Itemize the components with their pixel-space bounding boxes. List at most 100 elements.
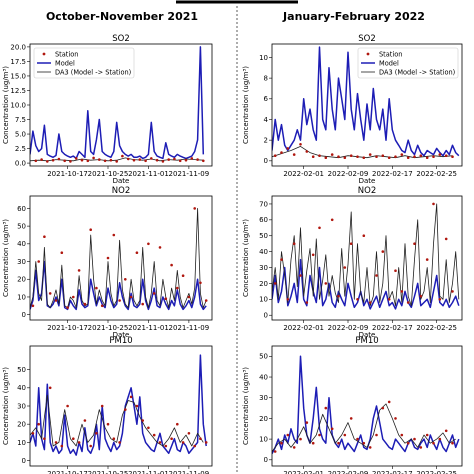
x-axis-label: Date	[113, 177, 130, 185]
y-axis-label: Concentration (ug/m³)	[242, 219, 250, 297]
station-point	[51, 158, 55, 162]
station-point	[135, 404, 139, 408]
y-tick-label: 20	[259, 280, 268, 288]
y-tick-label: 30	[17, 258, 26, 266]
station-point	[356, 298, 359, 301]
y-tick-label: 60	[259, 216, 268, 224]
station-point	[305, 150, 309, 153]
station-point	[126, 157, 130, 161]
station-point	[330, 218, 334, 222]
station-point	[98, 158, 101, 161]
station-point	[394, 417, 397, 420]
x-tick-label: 2021-10-17	[47, 470, 88, 474]
y-tick-label: 50	[259, 353, 268, 361]
station-point	[400, 153, 404, 156]
station-point	[109, 158, 113, 162]
x-tick-label: 2022-02-17	[372, 324, 413, 332]
station-point	[164, 444, 168, 448]
station-point	[95, 432, 98, 435]
panel-frame	[271, 195, 463, 321]
y-tick-label: 50	[259, 232, 268, 240]
station-point	[199, 437, 202, 441]
da3-series-line	[30, 394, 204, 447]
x-tick-label: 2021-10-17	[47, 170, 88, 178]
station-point	[112, 437, 116, 441]
station-point	[106, 422, 110, 426]
station-point	[66, 306, 69, 309]
station-point	[176, 422, 179, 426]
station-point	[330, 427, 334, 431]
y-tick-label: 8	[264, 75, 268, 83]
station-point	[83, 302, 87, 306]
panel-frame	[271, 43, 463, 167]
station-point	[167, 158, 170, 161]
x-tick-label: 2022-02-17	[372, 470, 413, 474]
station-point	[46, 160, 49, 163]
column-title-left: October-November 2021	[46, 10, 198, 23]
panels: SO2 0.0 2.5 5.0 7.5 10.0 12.5 15.0 17.5 20.0 2021-…	[2, 34, 463, 474]
y-tick-label: 30	[17, 402, 26, 410]
panel-title: PM10	[109, 336, 132, 346]
da3-series-line	[272, 403, 456, 452]
station-point	[161, 160, 165, 163]
station-point	[419, 154, 423, 157]
station-point	[129, 395, 133, 399]
y-tick-label: 2.5	[15, 145, 26, 153]
station-point	[419, 446, 423, 449]
station-point	[280, 151, 283, 154]
station-point	[337, 294, 340, 298]
station-point	[40, 158, 43, 161]
station-point	[368, 301, 372, 304]
station-point	[356, 437, 359, 441]
station-point	[135, 251, 139, 254]
y-tick-label: 40	[259, 373, 268, 381]
y-tick-label: 10	[259, 296, 268, 304]
station-point	[311, 253, 315, 257]
station-point	[444, 237, 448, 241]
station-point	[451, 441, 454, 445]
station-point	[451, 155, 454, 158]
station-point	[37, 422, 40, 426]
plot-area	[30, 354, 208, 456]
panel-title: PM10	[355, 336, 378, 346]
da3-series-line	[30, 208, 207, 308]
panel-title: NO2	[112, 186, 130, 196]
station-point	[31, 432, 35, 435]
y-tick-label: 40	[259, 248, 268, 256]
station-point	[362, 441, 366, 445]
station-point	[299, 437, 302, 441]
station-point	[54, 441, 58, 444]
y-axis-label: Concentration (ug/m³)	[2, 219, 10, 297]
station-point	[375, 433, 378, 437]
station-point	[164, 297, 168, 301]
station-point	[273, 154, 277, 157]
station-point	[100, 404, 104, 408]
panel-frame	[29, 43, 213, 167]
station-point	[202, 159, 205, 163]
y-tick-label: 10	[259, 436, 268, 444]
plot-area	[272, 202, 460, 310]
station-point	[343, 433, 347, 437]
station-point	[343, 156, 347, 159]
legend-label: DA3 (Model -> Station)	[55, 68, 131, 76]
y-tick-label: 40	[17, 240, 26, 248]
station-point	[132, 158, 136, 162]
plot-area	[272, 355, 460, 454]
model-series-line	[272, 355, 460, 454]
y-tick-label: 10	[17, 293, 26, 301]
station-point	[106, 256, 110, 260]
x-tick-label: 2021-11-01	[128, 470, 169, 474]
station-point	[204, 441, 208, 444]
station-point	[178, 159, 182, 163]
station-point	[80, 158, 84, 162]
station-point	[299, 274, 302, 277]
station-point	[349, 242, 353, 245]
station-point	[343, 266, 347, 269]
station-point	[54, 299, 58, 302]
x-tick-label: 2022-02-25	[416, 470, 457, 474]
chart-panel-so2-left: SO2 0.0 2.5 5.0 7.5 10.0 12.5 15.0 17.5 20.0 2021-…	[2, 34, 213, 185]
y-tick-label: 0.0	[15, 159, 26, 167]
station-point	[190, 157, 194, 160]
